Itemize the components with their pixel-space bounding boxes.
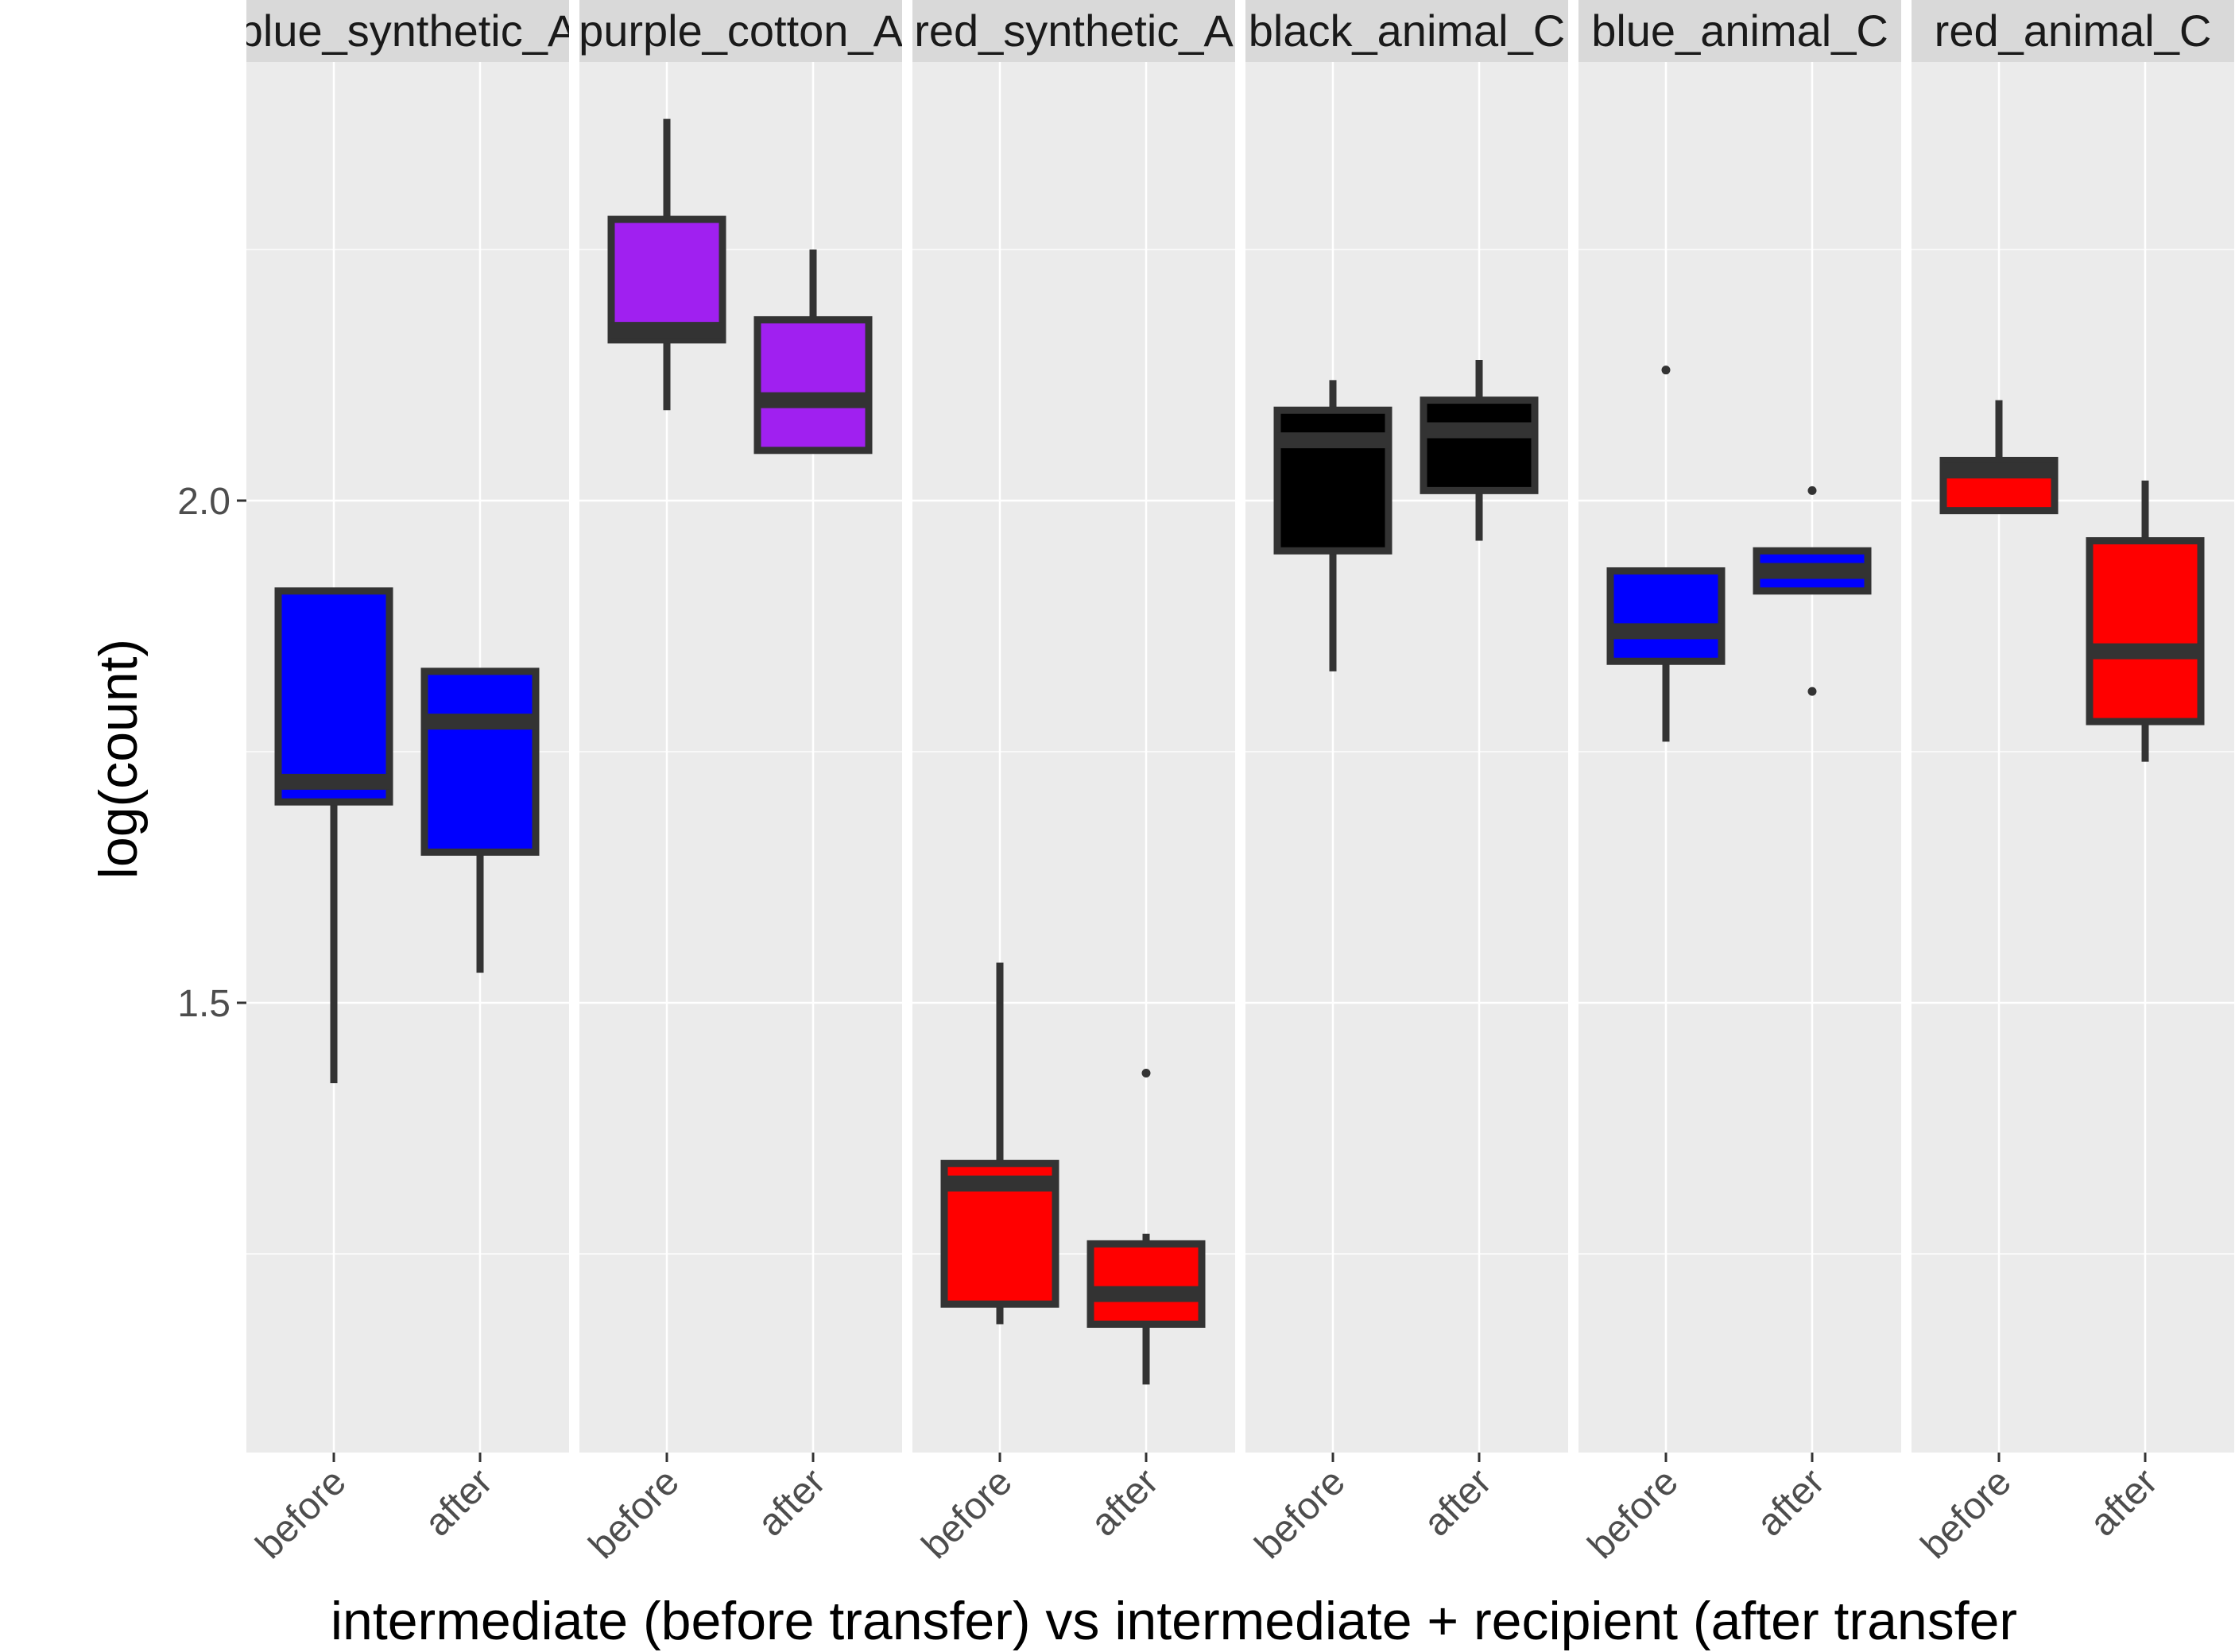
box-before: [940, 962, 1059, 1325]
box-iqr: [1606, 567, 1726, 665]
facet-strip-label: blue_animal_C: [1591, 6, 1888, 56]
facet-strip-label: purple_cotton_A: [579, 6, 904, 56]
box-after: [1420, 360, 1539, 541]
box-iqr: [2086, 537, 2205, 725]
y-tick-label: 2.0: [177, 481, 230, 523]
facet-strip: [246, 0, 569, 62]
y-axis: 1.5 2.0: [177, 481, 246, 1025]
facet-panel-bg: [1912, 62, 2234, 1453]
box-iqr: [1087, 1240, 1206, 1328]
facet-strip: [579, 0, 902, 62]
box-iqr: [1273, 406, 1393, 555]
facet-panel-bg: [1245, 62, 1568, 1453]
box-iqr: [753, 315, 873, 455]
outlier-point: [1807, 687, 1817, 696]
facet-strip: [1912, 0, 2234, 62]
y-tick-label: 1.5: [177, 983, 230, 1025]
facet-strip-label: red_synthetic_A: [914, 6, 1234, 56]
facet-strip-label: blue_synthetic_A: [238, 6, 578, 56]
box-after: [1087, 1068, 1206, 1385]
box-before: [1273, 380, 1393, 671]
box-iqr: [274, 587, 393, 806]
outlier-point: [1661, 366, 1671, 375]
box-iqr: [420, 667, 540, 856]
facet-strip: [1578, 0, 1901, 62]
box-iqr: [1420, 397, 1539, 494]
box-after: [753, 250, 873, 455]
y-axis-title: log(count): [88, 639, 149, 879]
box-after: [420, 667, 540, 973]
box-before: [1606, 366, 1726, 742]
facet-strip: [1245, 0, 1568, 62]
box-after: [1753, 486, 1872, 696]
outlier-point: [1807, 486, 1817, 495]
x-axis-title: intermediate (before transfer) vs interm…: [331, 1591, 2017, 1651]
facet-strip-label: red_animal_C: [1935, 6, 2212, 56]
facet-panel-bg: [1578, 62, 1901, 1453]
outlier-point: [1141, 1068, 1151, 1077]
box-iqr: [607, 215, 726, 344]
box-before: [274, 587, 393, 1084]
facet-strip-label: black_animal_C: [1249, 6, 1565, 56]
facet-strip: [912, 0, 1235, 62]
box-before: [1939, 400, 2059, 515]
box-after: [2086, 480, 2205, 762]
box-before: [607, 118, 726, 411]
